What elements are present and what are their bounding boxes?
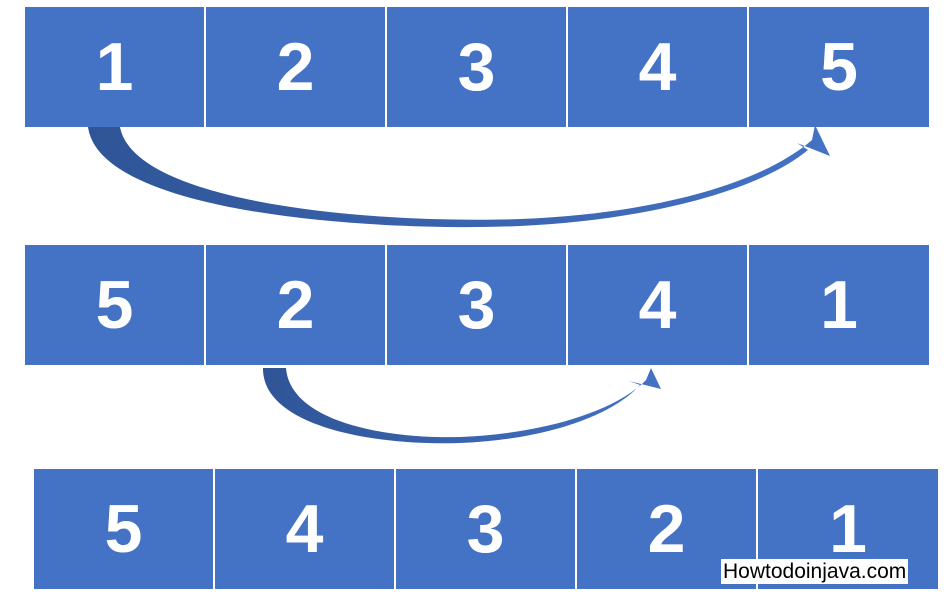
array-row-initial: 1 2 3 4 5 <box>25 7 929 127</box>
array-cell: 1 <box>25 7 206 127</box>
array-cell: 5 <box>749 7 929 127</box>
array-cell: 4 <box>215 469 396 589</box>
array-cell: 4 <box>568 7 749 127</box>
array-cell: 4 <box>568 245 749 365</box>
array-cell: 5 <box>34 469 215 589</box>
watermark-text: Howtodoinjava.com <box>721 559 909 585</box>
array-cell: 3 <box>387 7 568 127</box>
array-cell: 1 <box>749 245 929 365</box>
array-cell: 2 <box>206 7 387 127</box>
array-cell: 2 <box>206 245 387 365</box>
swap-arrow-second-fourth <box>262 368 661 444</box>
swap-arrow-first-last <box>88 125 830 228</box>
array-cell: 3 <box>396 469 577 589</box>
array-cell: 5 <box>25 245 206 365</box>
array-cell: 3 <box>387 245 568 365</box>
array-row-after-first-swap: 5 2 3 4 1 <box>25 245 929 365</box>
